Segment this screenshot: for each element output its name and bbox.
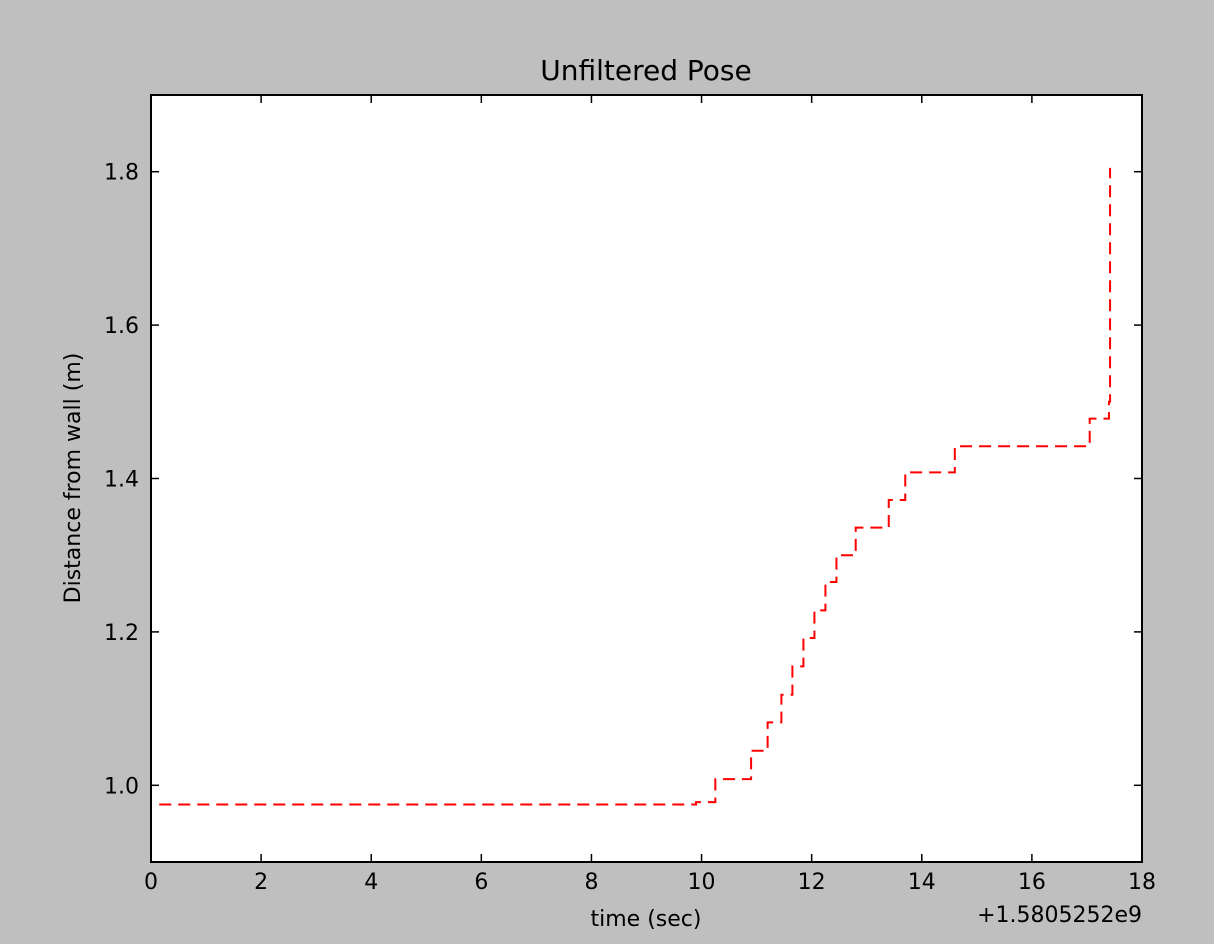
series-line xyxy=(159,167,1112,806)
y-tick-label: 1.0 xyxy=(104,774,139,799)
plot-area xyxy=(151,95,1142,862)
x-tick-label: 8 xyxy=(584,870,598,895)
x-tick-label: 4 xyxy=(364,870,378,895)
x-tick-label: 14 xyxy=(908,870,936,895)
y-tick-label: 1.6 xyxy=(104,314,139,339)
x-tick-label: 2 xyxy=(254,870,268,895)
chart-title: Unfiltered Pose xyxy=(540,54,752,87)
y-axis-label: Distance from wall (m) xyxy=(61,353,86,604)
x-tick-label: 18 xyxy=(1128,870,1156,895)
series-layer xyxy=(159,167,1112,806)
x-axis-label: time (sec) xyxy=(591,907,702,932)
x-tick-label: 16 xyxy=(1018,870,1046,895)
x-tick-label: 6 xyxy=(474,870,488,895)
y-tick-label: 1.4 xyxy=(104,468,139,493)
y-tick-label: 1.2 xyxy=(104,621,139,646)
x-tick-label: 0 xyxy=(144,870,158,895)
x-axis: 0 2 4 6 8 10 12 14 16 18 xyxy=(144,95,1156,895)
y-axis: 1.0 1.2 1.4 1.6 1.8 xyxy=(104,161,1142,799)
x-tick-label: 12 xyxy=(798,870,826,895)
x-tick-label: 10 xyxy=(688,870,716,895)
y-tick-label: 1.8 xyxy=(104,161,139,186)
x-axis-offset-label: +1.5805252e9 xyxy=(977,903,1142,928)
